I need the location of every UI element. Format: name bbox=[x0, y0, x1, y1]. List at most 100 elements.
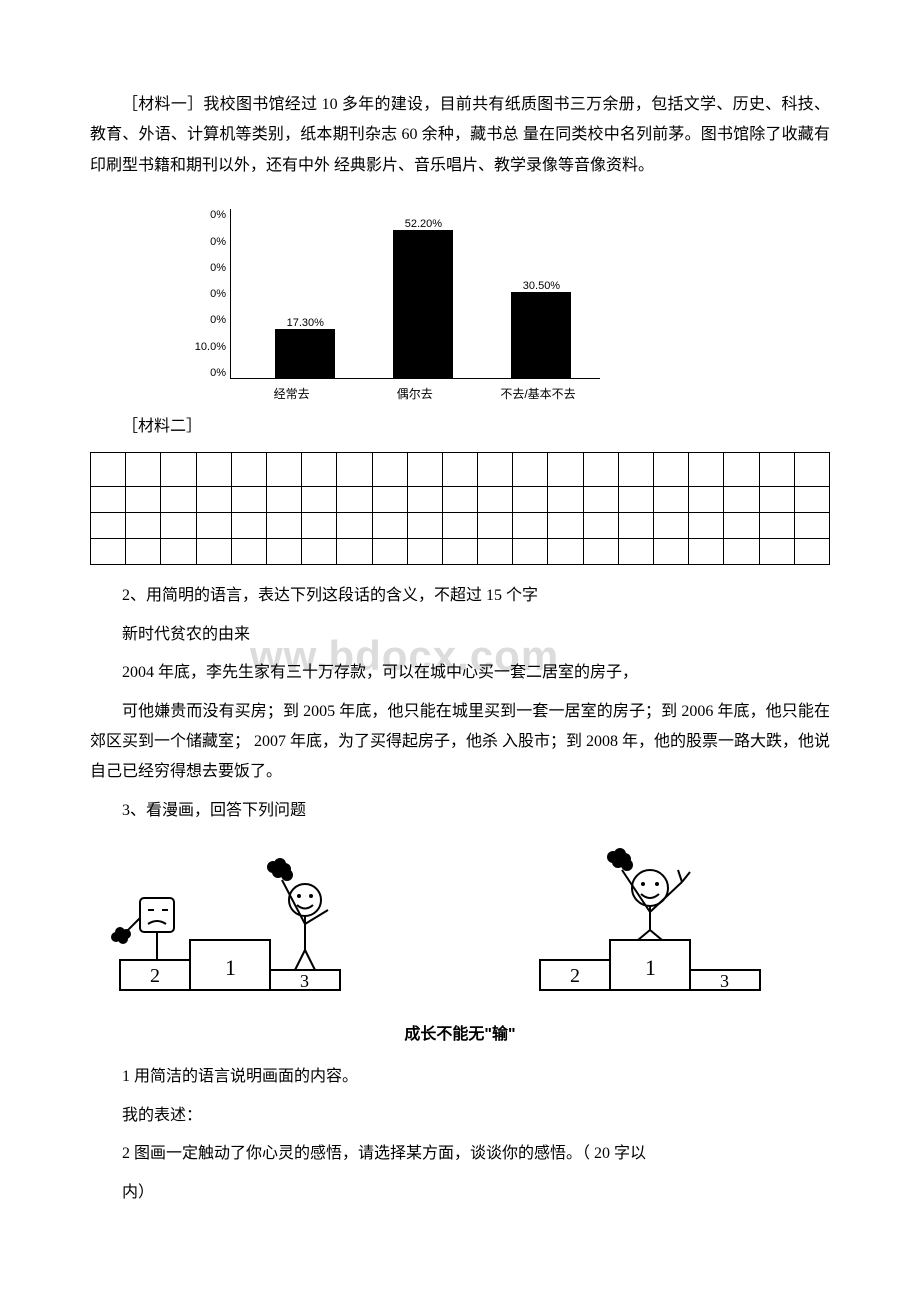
podium-num: 2 bbox=[150, 965, 160, 987]
table-cell bbox=[724, 487, 759, 513]
table-cell bbox=[266, 453, 301, 487]
library-visit-chart: 0% 0% 0% 0% 0% 10.0% 0% 17.30%52.20%30.5… bbox=[180, 189, 830, 406]
table-cell bbox=[478, 513, 513, 539]
table-cell bbox=[231, 453, 266, 487]
material-one-text: ［材料一］我校图书馆经过 10 多年的建设，目前共有纸质图书三万余册，包括文学、… bbox=[90, 90, 830, 181]
table-cell bbox=[583, 539, 618, 565]
table-cell bbox=[654, 453, 689, 487]
table-cell bbox=[196, 539, 231, 565]
table-cell bbox=[266, 487, 301, 513]
ytick: 10.0% bbox=[195, 341, 226, 353]
table-cell bbox=[337, 539, 372, 565]
q3-sub2-cont: 内） bbox=[90, 1178, 830, 1208]
x-axis-labels: 经常去偶尔去不去/基本不去 bbox=[230, 379, 600, 406]
table-cell bbox=[302, 453, 337, 487]
table-cell bbox=[442, 453, 477, 487]
ytick: 0% bbox=[210, 209, 226, 221]
table-cell bbox=[161, 539, 196, 565]
empty-answer-grid bbox=[90, 452, 830, 565]
bar-value-label: 52.20% bbox=[393, 214, 453, 235]
q3-sub2: 2 图画一定触动了你心灵的感悟，请选择某方面，谈谈你的感悟。（ 20 字以 bbox=[90, 1139, 830, 1169]
table-cell bbox=[91, 513, 126, 539]
table-cell bbox=[478, 539, 513, 565]
table-cell bbox=[654, 539, 689, 565]
table-cell bbox=[161, 453, 196, 487]
ytick: 0% bbox=[210, 314, 226, 326]
table-cell bbox=[548, 539, 583, 565]
table-cell bbox=[478, 453, 513, 487]
podium-num: 1 bbox=[645, 955, 656, 980]
table-cell bbox=[689, 453, 724, 487]
table-cell bbox=[759, 487, 794, 513]
podium-num: 3 bbox=[300, 971, 309, 991]
table-row bbox=[91, 487, 830, 513]
comic-left: 2 1 3 bbox=[90, 840, 440, 1010]
table-cell bbox=[724, 539, 759, 565]
ytick: 0% bbox=[210, 367, 226, 379]
q2-prompt: 2、用简明的语言，表达下列这段话的含义，不超过 15 个字 bbox=[90, 581, 830, 611]
table-cell bbox=[126, 539, 161, 565]
table-cell bbox=[654, 487, 689, 513]
ytick: 0% bbox=[210, 262, 226, 274]
q3-sub1: 1 用简洁的语言说明画面的内容。 bbox=[90, 1062, 830, 1092]
ytick: 0% bbox=[210, 236, 226, 248]
bar-value-label: 30.50% bbox=[511, 276, 571, 297]
table-cell bbox=[231, 487, 266, 513]
table-cell bbox=[407, 487, 442, 513]
table-cell bbox=[794, 487, 829, 513]
table-cell bbox=[724, 513, 759, 539]
podium-num: 1 bbox=[225, 955, 236, 980]
table-cell bbox=[372, 539, 407, 565]
table-cell bbox=[196, 453, 231, 487]
bar: 52.20% bbox=[393, 230, 453, 378]
table-cell bbox=[513, 453, 548, 487]
table-cell bbox=[654, 513, 689, 539]
table-cell bbox=[91, 487, 126, 513]
table-row bbox=[91, 513, 830, 539]
table-cell bbox=[794, 539, 829, 565]
q2-line1: 2004 年底，李先生家有三十万存款，可以在城中心买一套二居室的房子， bbox=[90, 658, 830, 688]
table-cell bbox=[724, 453, 759, 487]
table-cell bbox=[407, 453, 442, 487]
table-cell bbox=[583, 513, 618, 539]
table-cell bbox=[548, 513, 583, 539]
table-cell bbox=[442, 539, 477, 565]
table-cell bbox=[583, 487, 618, 513]
table-cell bbox=[266, 513, 301, 539]
table-cell bbox=[478, 487, 513, 513]
bar-rect bbox=[511, 292, 571, 378]
table-cell bbox=[618, 487, 653, 513]
table-cell bbox=[91, 539, 126, 565]
table-cell bbox=[266, 539, 301, 565]
q3-sub1-line: 我的表述： bbox=[90, 1101, 830, 1131]
table-cell bbox=[91, 453, 126, 487]
table-cell bbox=[794, 453, 829, 487]
table-cell bbox=[548, 487, 583, 513]
material-two-label: ［材料二］ bbox=[90, 412, 830, 442]
bar-rect bbox=[393, 230, 453, 378]
table-cell bbox=[126, 453, 161, 487]
comic-right: 2 1 3 bbox=[500, 840, 830, 1010]
table-row bbox=[91, 539, 830, 565]
table-cell bbox=[337, 453, 372, 487]
table-cell bbox=[759, 539, 794, 565]
q2-paragraph: 可他嫌贵而没有买房；到 2005 年底，他只能在城里买到一套一居室的房子；到 2… bbox=[90, 697, 830, 788]
table-cell bbox=[689, 513, 724, 539]
chart-plot: 17.30%52.20%30.50% bbox=[230, 209, 600, 379]
table-cell bbox=[372, 453, 407, 487]
table-cell bbox=[618, 539, 653, 565]
table-cell bbox=[126, 487, 161, 513]
x-label: 不去/基本不去 bbox=[476, 383, 599, 406]
table-cell bbox=[759, 513, 794, 539]
table-cell bbox=[161, 487, 196, 513]
table-cell bbox=[513, 513, 548, 539]
podium-num: 3 bbox=[720, 971, 729, 991]
table-cell bbox=[302, 513, 337, 539]
table-cell bbox=[231, 513, 266, 539]
table-cell bbox=[337, 487, 372, 513]
table-cell bbox=[618, 513, 653, 539]
podium-num: 2 bbox=[570, 965, 580, 987]
table-cell bbox=[196, 487, 231, 513]
table-cell bbox=[548, 453, 583, 487]
table-cell bbox=[372, 513, 407, 539]
